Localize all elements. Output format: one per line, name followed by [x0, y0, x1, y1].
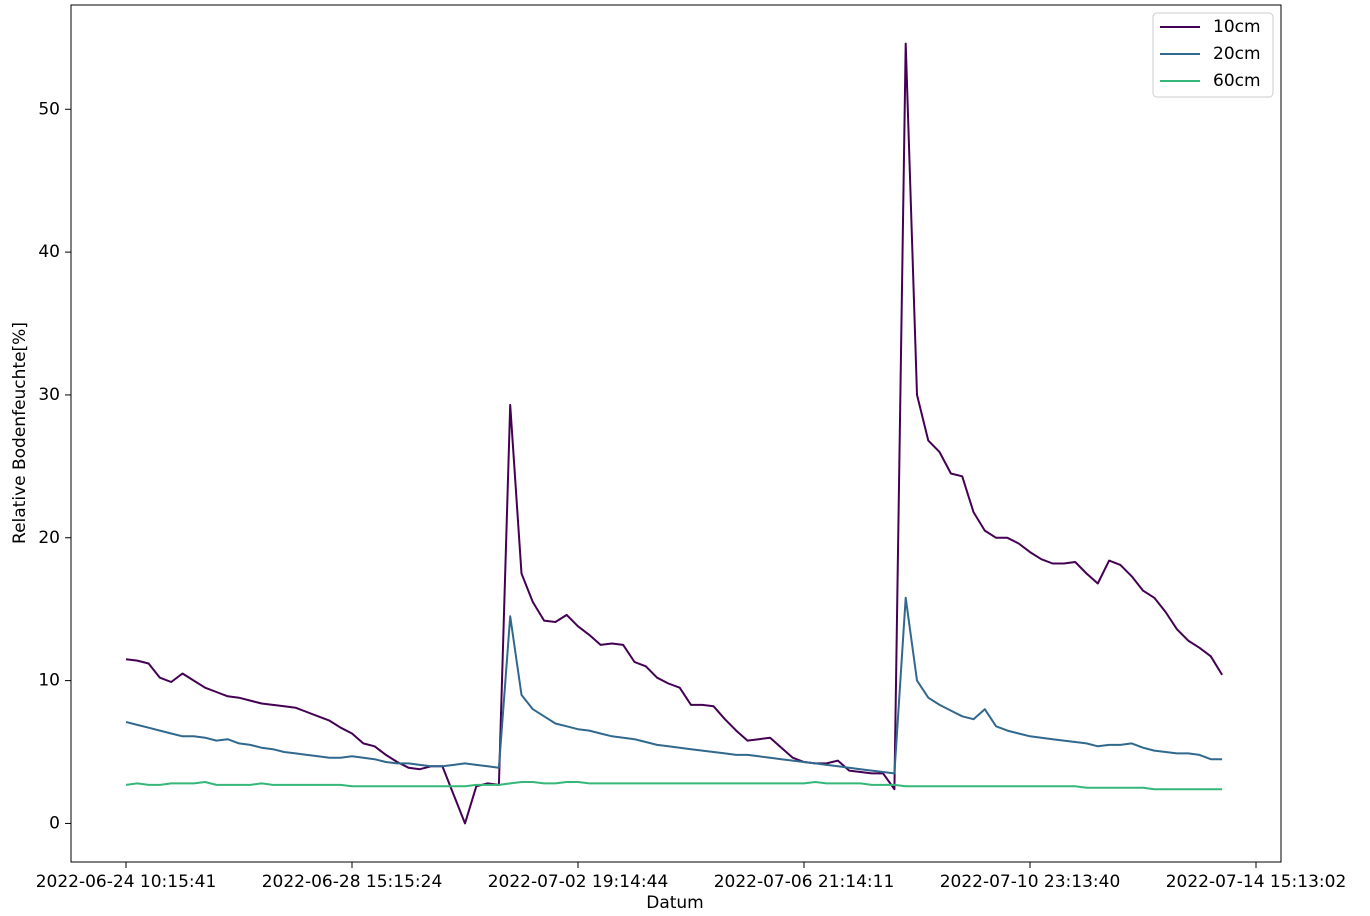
data-line	[125, 42, 1223, 825]
plot-frame	[70, 4, 1282, 863]
y-tick-label: 20	[38, 528, 60, 548]
x-tick-label: 2022-06-28 15:15:24	[262, 872, 443, 892]
y-tick-label: 0	[49, 813, 60, 833]
x-axis-label: Datum	[646, 893, 704, 913]
y-tick-label: 40	[38, 242, 60, 262]
data-line	[125, 781, 1223, 791]
legend-label: 60cm	[1213, 71, 1261, 91]
legend-label: 20cm	[1213, 44, 1261, 64]
y-axis-label: Relative Bodenfeuchte[%]	[10, 322, 30, 544]
data-line	[125, 596, 1223, 775]
x-tick-label: 2022-07-06 21:14:11	[714, 872, 895, 892]
x-tick-label: 2022-06-24 10:15:41	[36, 872, 217, 892]
x-tick-label: 2022-07-10 23:13:40	[940, 872, 1121, 892]
x-tick-label: 2022-07-14 15:13:02	[1166, 872, 1347, 892]
legend-label: 10cm	[1213, 17, 1261, 37]
y-tick-label: 30	[38, 385, 60, 405]
legend-box	[1152, 12, 1274, 98]
x-tick-label: 2022-07-02 19:14:44	[488, 872, 669, 892]
y-tick-label: 50	[38, 99, 60, 119]
y-tick-label: 10	[38, 671, 60, 691]
